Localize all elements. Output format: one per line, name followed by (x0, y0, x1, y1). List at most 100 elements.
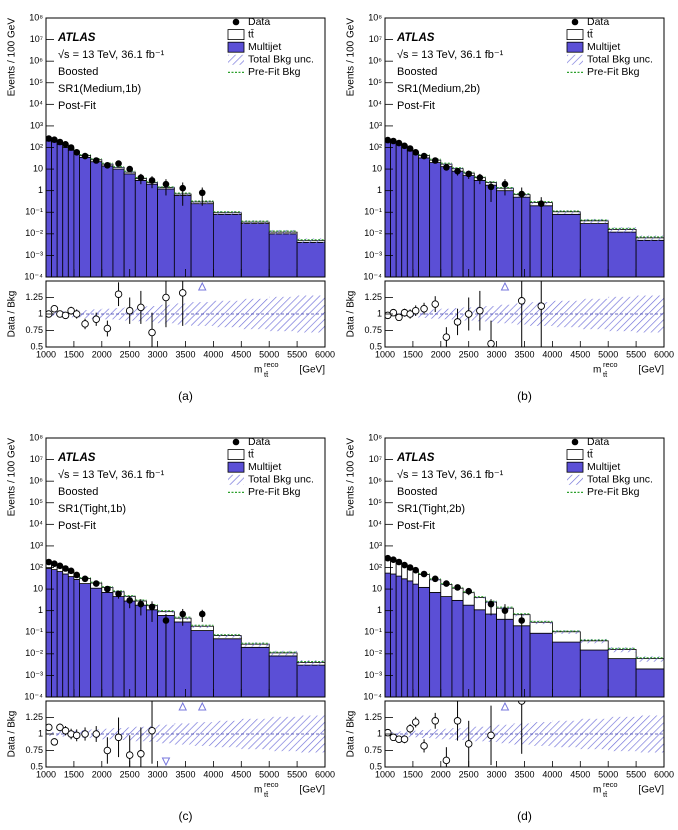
y-tick-label: 10³ (30, 120, 43, 130)
legend-marker (232, 18, 240, 26)
histogram-bar (418, 586, 431, 697)
ratio-point (81, 730, 89, 738)
legend-label: Multijet (587, 41, 620, 53)
x-axis-unit: [GeV] (299, 785, 325, 796)
ratio-y-tick-label: 0.5 (369, 341, 382, 351)
histogram-bar (451, 170, 464, 277)
annotation: Boosted (58, 66, 98, 78)
y-tick-label: 10 (33, 163, 43, 173)
histogram-bar (529, 632, 553, 697)
histogram-bar (146, 609, 159, 697)
data-point (537, 200, 545, 207)
y-tick-label: 10⁴ (368, 99, 382, 109)
ratio-uncertainty-band (580, 718, 609, 750)
y-axis-label: Events / 100 GeV (7, 18, 18, 97)
ratio-point (442, 333, 451, 341)
data-point (162, 617, 170, 624)
histogram-bar (418, 157, 431, 277)
data-point (420, 570, 428, 578)
annotation: ATLAS (57, 452, 96, 464)
x-tick-label: 5000 (598, 349, 618, 359)
data-point (454, 167, 461, 175)
ratio-point (487, 731, 495, 740)
data-point (104, 585, 111, 593)
x-tick-label: 3000 (487, 769, 507, 779)
y-tick-label: 10⁵ (29, 77, 43, 87)
data-point (395, 558, 403, 566)
histogram-bar (134, 604, 147, 697)
annotation: SR1(Tight,2b) (397, 503, 465, 515)
histogram-bar (173, 195, 192, 277)
x-tick-label: 5500 (287, 349, 307, 359)
histogram-bar (56, 571, 64, 697)
y-tick-label: 10⁶ (368, 476, 382, 486)
legend-swatch (566, 41, 584, 53)
legend-marker (232, 438, 240, 446)
ratio-plot (46, 701, 325, 767)
data-point (198, 610, 206, 618)
legend-swatch (227, 29, 245, 41)
uncertainty-band (552, 630, 581, 634)
y-tick-label: 10 (33, 583, 43, 593)
ratio-point (81, 320, 89, 328)
data-point (179, 610, 187, 618)
y-tick-label: 10⁴ (29, 99, 43, 109)
uncertainty-band (580, 218, 609, 224)
ratio-point (395, 313, 403, 322)
legend-label: tt̄ (248, 448, 254, 460)
ratio-y-tick-label: 0.75 (364, 745, 382, 755)
y-tick-label: 10⁶ (29, 476, 43, 486)
legend-swatch (566, 29, 584, 41)
x-tick-label: 3500 (514, 349, 534, 359)
histogram-bar (134, 179, 147, 277)
ratio-point (453, 717, 462, 725)
ratio-uncertainty-band (396, 731, 402, 737)
histogram-bar (395, 144, 403, 277)
histogram-bar (90, 161, 103, 277)
ratio-point (148, 328, 156, 337)
ratio-point (420, 742, 428, 750)
ratio-point (476, 306, 484, 315)
histogram-bar (607, 231, 637, 277)
ratio-y-tick-label: 1.25 (25, 292, 43, 302)
ratio-uncertainty-band (241, 718, 270, 750)
main-plot (46, 558, 325, 697)
annotation: √s = 13 TeV, 36.1 fb⁻¹ (58, 469, 165, 481)
histogram-bar (268, 233, 298, 277)
y-tick-label: 10⁴ (368, 519, 382, 529)
histogram-bar (123, 600, 136, 697)
x-axis-unit: [GeV] (299, 365, 325, 376)
histogram-bar (56, 143, 64, 277)
ratio-point (114, 733, 123, 742)
panel-label: (a) (178, 389, 193, 403)
legend-label: tt̄ (587, 28, 593, 40)
legend-label: Total Bkg unc. (248, 54, 314, 66)
x-tick-label: 5500 (626, 769, 646, 779)
ratio-plot (385, 701, 664, 767)
x-tick-label: 2000 (431, 349, 451, 359)
y-tick-label: 10² (30, 562, 43, 572)
ratio-y-tick-label: 0.5 (369, 761, 382, 771)
y-tick-label: 10⁸ (368, 12, 382, 22)
y-tick-label: 10⁵ (29, 497, 43, 507)
y-tick-label: 10⁻¹ (364, 207, 382, 217)
ratio-point (411, 306, 420, 315)
x-tick-label: 4000 (203, 769, 223, 779)
data-point (390, 137, 397, 145)
uncertainty-band (552, 210, 581, 214)
annotation: SR1(Medium,2b) (397, 83, 480, 95)
ratio-point (487, 339, 495, 347)
ratio-y-tick-label: 1.25 (364, 292, 382, 302)
ratio-uncertainty-band (79, 310, 91, 318)
data-point (46, 135, 53, 142)
histogram-bar (62, 573, 69, 697)
histogram-bar (462, 604, 475, 697)
legend-marker (571, 438, 579, 446)
x-axis-unit: [GeV] (638, 365, 664, 376)
annotation: SR1(Medium,1b) (58, 83, 141, 95)
uncertainty-band (269, 650, 298, 656)
histogram-bar (296, 242, 325, 277)
x-axis-subscript: tt̄ (264, 370, 269, 379)
ratio-point (420, 304, 428, 313)
uncertainty-band (213, 633, 242, 638)
